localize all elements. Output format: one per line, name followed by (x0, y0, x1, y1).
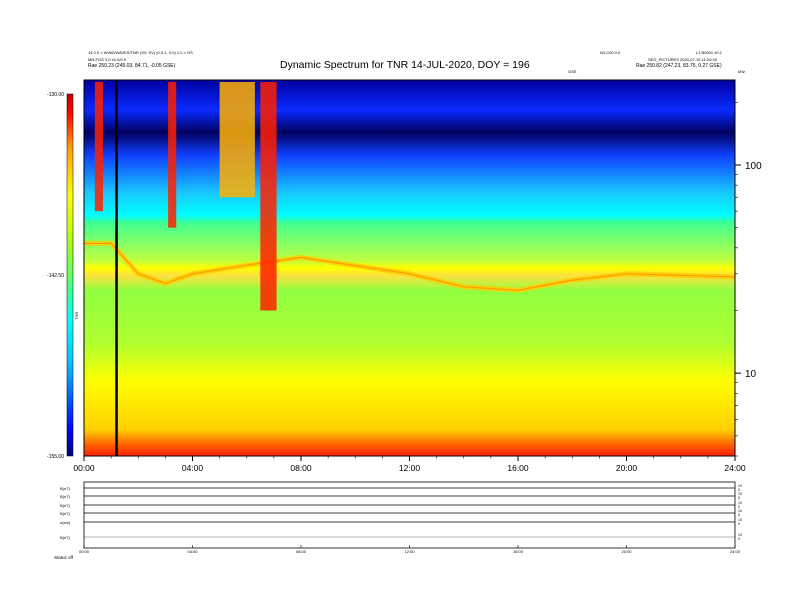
panel-row-tick-high: 10 (738, 518, 742, 522)
colorbar (66, 93, 74, 457)
y-tick-label: 100 (745, 161, 762, 172)
header-rae-value-right: 250.82 (247.23, 83.75, 0.27 GSE) (646, 63, 722, 69)
panel-frame (83, 481, 736, 549)
x-tick-label: 12:00 (399, 463, 421, 473)
x-tick-label: 04:00 (182, 463, 204, 473)
colorbar-label: TNR (74, 311, 79, 320)
chart-title: Dynamic Spectrum for TNR 14-JUL-2020, DO… (280, 59, 530, 71)
colorbar-tick-label: -130.00 (47, 92, 64, 98)
radio-burst (94, 82, 103, 212)
panel-x-tick-label: 08:00 (296, 549, 307, 554)
panel-footer: Status off (54, 555, 73, 560)
header-info-line3-right: Rae 250.82 (247.23, 83.75, 0.27 GSE) (636, 64, 722, 69)
panel-x-tick-label: 04:00 (187, 549, 198, 554)
header-info-line3: Rae 250.23 (245.03, 84.71, -0.05 GSE) (88, 64, 175, 69)
x-tick-label: 24:00 (724, 463, 746, 473)
panel-row-tick-low: 0 (738, 505, 740, 509)
panel-row-tick-low: 0 (738, 488, 740, 492)
panel-row-tick-high: 10 (738, 484, 742, 488)
header-info-line2: MN-FGS 3.0 ±0.0/0.0 (88, 57, 126, 62)
panel-x-tick-label: 16:00 (513, 549, 524, 554)
header-rae-value-left: 250.23 (245.03, 84.71, -0.05 GSE) (98, 63, 176, 69)
panel-row-tick-low: 0 (738, 522, 740, 526)
plasma-line (84, 242, 736, 291)
x-tick-label: 20:00 (616, 463, 638, 473)
panel-row-label: B(nT) (60, 494, 71, 499)
panel-row-tick-low: 0 (738, 496, 740, 500)
header-right-top-right: L1 B0001 ±0.1 (696, 50, 722, 55)
panel-status-value: off (68, 555, 73, 560)
panel-row-tick-high: 10 (738, 533, 742, 537)
panel-x-tick-label: 00:00 (79, 549, 90, 554)
colorbar-tick-label: -155.00 (47, 454, 64, 460)
header-info-line1: 14 0.0 × WIND/WAVES/TNR (SV, SV) (0.0-1,… (88, 50, 193, 55)
header-right-line2: SEG_PICTURES 2020-07-15 11:20:26 (648, 57, 717, 62)
header-right-top-left: WI-C00 0.0 (600, 50, 621, 55)
colorbar-tick-label: -142.50 (47, 273, 64, 279)
header-small-center: GSE (568, 69, 577, 74)
panel-x-tick-label: 20:00 (621, 549, 632, 554)
header-small-right: kHz (738, 69, 745, 74)
x-tick-label: 08:00 (290, 463, 312, 473)
radio-burst (260, 82, 277, 311)
panel-row-label: B(nT) (60, 511, 71, 516)
panel-x-tick-label: 24:00 (730, 549, 741, 554)
header-rae-label-right: Rae (636, 63, 646, 69)
radio-burst (219, 82, 255, 198)
header-rae-label-left: Rae (88, 63, 98, 69)
panel-status-label: Status (54, 555, 67, 560)
y-tick-label: 10 (745, 369, 757, 380)
panel-row-tick-low: 0 (738, 537, 740, 541)
x-tick-label: 16:00 (507, 463, 529, 473)
panel-row-tick-low: 0 (738, 513, 740, 517)
panel-row-label: B(nT) (60, 535, 71, 540)
radio-burst (168, 82, 177, 228)
x-tick-label: 00:00 (73, 463, 95, 473)
panel-row-label: B(nT) (60, 486, 71, 491)
panel-row-label: n(cm) (60, 520, 71, 525)
panel-x-tick-label: 12:00 (404, 549, 415, 554)
panel-row-label: B(nT) (60, 503, 71, 508)
panel-row-tick-high: 10 (738, 501, 742, 505)
spectrum-background (84, 80, 735, 456)
panel-row-tick-high: 10 (738, 492, 742, 496)
panel-row-tick-high: 10 (738, 509, 742, 513)
